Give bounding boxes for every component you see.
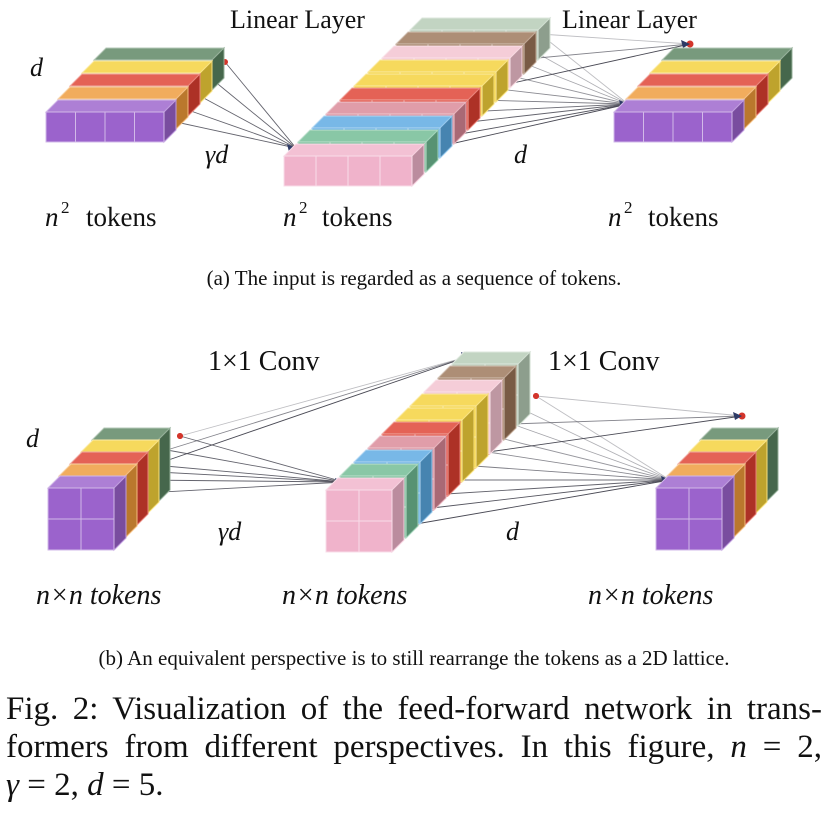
figure-caption-line-2: formers from different perspectives. In … [6,729,822,765]
dim-label-d-input-a: d [30,53,44,82]
figure-caption-line-1: Fig. 2: Visualization of the feed-forwar… [6,691,822,727]
output-tokens-lattice-b [654,426,780,552]
dim-label-gamma-d-b: γd [218,517,242,546]
token-count-label-input-a: n 2 tokens [45,198,157,232]
token-count-label-hidden-a: n 2 tokens [283,198,393,232]
token-blocks [44,16,794,554]
caption-panel-a: (a) The input is regarded as a sequence … [206,266,622,290]
conv-label-left: 1×1 Conv [208,346,319,377]
svg-text:2: 2 [299,198,308,217]
svg-text:n: n [608,202,622,232]
dim-label-gamma-d-a: γd [205,140,229,169]
svg-text:tokens: tokens [86,202,157,232]
token-count-label-hidden-b: n×n tokens [282,580,408,611]
dim-label-d-output-a: d [514,140,528,169]
linear-layer-label-right: Linear Layer [562,5,697,34]
svg-text:2: 2 [61,198,70,217]
svg-text:n: n [283,202,297,232]
token-count-label-output-a: n 2 tokens [608,198,719,232]
linear-layer-label-left: Linear Layer [230,5,365,34]
figure-caption: Fig. 2: Visualization of the feed-forwar… [6,690,822,804]
caption-panel-b: (b) An equivalent perspective is to stil… [98,646,730,670]
svg-text:2: 2 [624,198,633,217]
dim-label-d-input-b: d [26,424,40,453]
output-tokens-sequence-a [612,46,794,144]
input-tokens-sequence-a [44,46,226,144]
token-count-label-input-b: n×n tokens [36,580,162,611]
token-count-label-output-b: n×n tokens [588,580,714,611]
conv-label-right: 1×1 Conv [548,346,659,377]
dim-label-d-output-b: d [506,517,520,546]
hidden-tokens-sequence-a [282,16,552,188]
hidden-tokens-lattice-b [324,350,532,554]
input-tokens-lattice-b [46,426,172,552]
svg-text:tokens: tokens [648,202,719,232]
figure-caption-line-3: γ = 2, d = 5. [6,767,164,803]
svg-text:tokens: tokens [322,202,393,232]
svg-text:n: n [45,202,59,232]
ffn-diagram: Linear Layer Linear Layer d γd d n 2 tok… [26,5,794,611]
